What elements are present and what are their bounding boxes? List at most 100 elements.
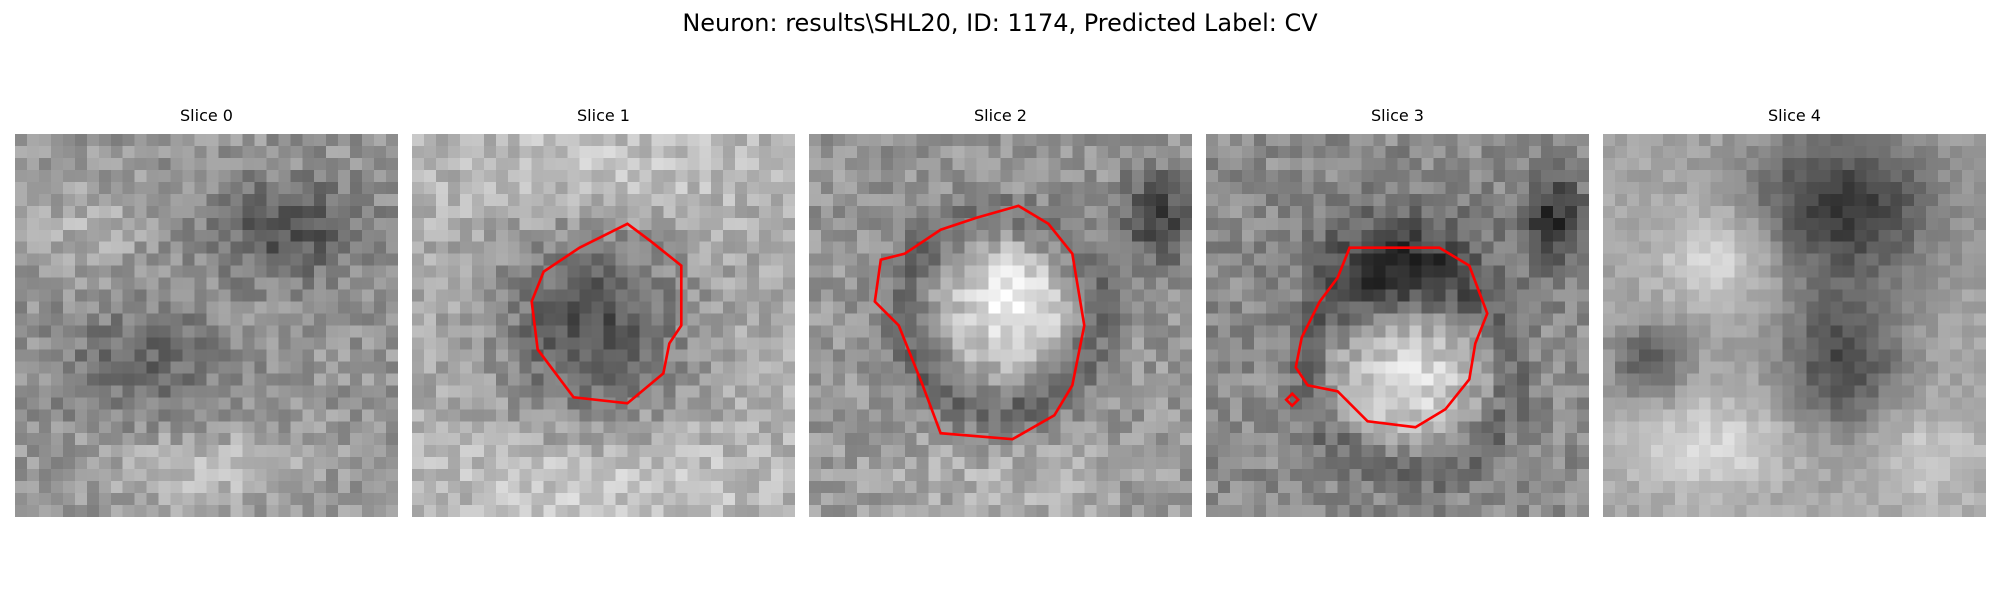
pixel (1505, 373, 1518, 386)
pixel (1505, 205, 1518, 219)
pixel (1577, 445, 1589, 458)
pixel (759, 397, 772, 410)
pixel (242, 481, 255, 494)
pixel (1385, 493, 1398, 506)
pixel (1818, 313, 1831, 326)
pixel (783, 409, 795, 422)
pixel (1746, 325, 1759, 338)
pixel (964, 325, 977, 338)
pixel (1505, 409, 1518, 422)
pixel (519, 289, 532, 302)
pixel (747, 361, 760, 374)
pixel (122, 134, 135, 147)
pixel (1349, 134, 1362, 147)
pixel (86, 181, 100, 195)
pixel (1361, 169, 1374, 183)
pixel (1541, 469, 1554, 482)
pixel (1409, 157, 1422, 171)
pixel (423, 337, 437, 350)
pixel (1156, 134, 1169, 147)
pixel (1818, 397, 1831, 410)
pixel (483, 469, 497, 482)
pixel (940, 145, 953, 159)
pixel (1734, 397, 1747, 410)
pixel (1108, 217, 1121, 230)
pixel (809, 265, 822, 278)
pixel (1517, 157, 1530, 171)
pixel (278, 373, 291, 386)
pixel (122, 481, 135, 494)
pixel (1662, 457, 1676, 470)
pixel (1806, 433, 1819, 446)
pixel (1866, 253, 1879, 266)
pixel (988, 469, 1001, 482)
pixel (976, 385, 989, 398)
pixel (543, 337, 556, 350)
pixel (1072, 241, 1085, 254)
pixel (856, 457, 870, 470)
pixel (699, 265, 712, 278)
pixel (1698, 145, 1711, 159)
pixel (555, 169, 568, 183)
pixel (1120, 205, 1133, 219)
pixel (326, 469, 339, 482)
pixel (1253, 217, 1267, 230)
pixel (1950, 145, 1963, 159)
pixel (338, 289, 351, 302)
pixel (940, 481, 953, 494)
pixel (1674, 313, 1688, 326)
pixel (1926, 181, 1939, 195)
pixel (471, 265, 485, 278)
pixel (1734, 205, 1747, 219)
pixel (1541, 229, 1554, 242)
pixel (218, 205, 231, 219)
pixel (1505, 229, 1518, 242)
pixel (1457, 289, 1470, 302)
pixel (15, 433, 28, 446)
pixel (1565, 457, 1578, 470)
pixel (1529, 241, 1542, 254)
pixel (1830, 301, 1843, 314)
pixel (362, 277, 375, 290)
pixel (1265, 134, 1279, 147)
pixel (1108, 193, 1121, 207)
pixel (242, 433, 255, 446)
pixel (627, 134, 640, 147)
pixel (1806, 325, 1819, 338)
pixel (1603, 301, 1616, 314)
pixel (1914, 253, 1927, 266)
pixel (1746, 169, 1759, 183)
pixel (880, 134, 894, 147)
pixel (278, 205, 291, 219)
pixel (459, 193, 473, 207)
pixel (38, 457, 52, 470)
pixel (1012, 229, 1025, 242)
pixel (1603, 421, 1616, 434)
pixel (1397, 181, 1410, 195)
pixel (639, 169, 652, 183)
pixel (1662, 325, 1676, 338)
pixel (447, 181, 461, 195)
pixel (1698, 134, 1711, 147)
pixel (1277, 157, 1291, 171)
pixel (1433, 469, 1446, 482)
pixel (459, 469, 473, 482)
pixel (543, 193, 556, 207)
pixel (1938, 205, 1951, 219)
pixel (1818, 349, 1831, 362)
pixel (74, 349, 88, 362)
pixel (1674, 325, 1688, 338)
pixel (627, 469, 640, 482)
pixel (110, 445, 123, 458)
pixel (1758, 157, 1771, 171)
pixel (1698, 205, 1711, 219)
pixel (1914, 313, 1927, 326)
pixel (1553, 421, 1566, 434)
pixel (1577, 433, 1589, 446)
pixel (1974, 134, 1986, 147)
pixel (856, 397, 870, 410)
pixel (1758, 361, 1771, 374)
pixel (194, 505, 207, 517)
pixel (170, 134, 183, 147)
pixel (1108, 481, 1121, 494)
